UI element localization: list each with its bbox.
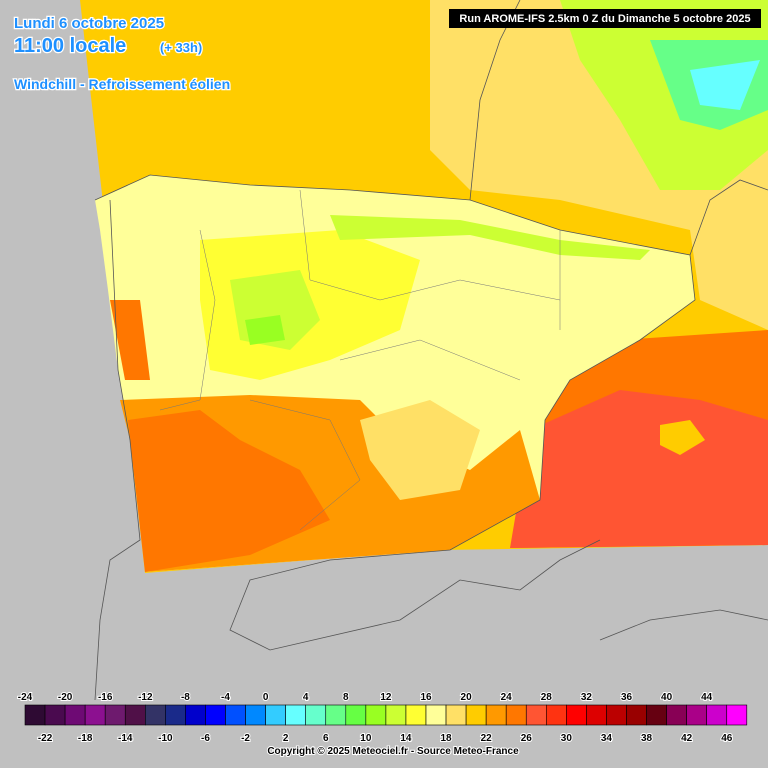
run-box (449, 9, 761, 28)
legend-label: 24 (501, 692, 513, 703)
legend-label: 14 (400, 733, 412, 744)
legend-swatch (345, 704, 367, 726)
legend-label: 2 (283, 733, 289, 744)
legend-label: 46 (721, 733, 733, 744)
legend-label: 28 (541, 692, 553, 703)
legend-label: -16 (98, 692, 113, 703)
legend-swatch (666, 704, 687, 726)
alps-coldest (690, 60, 760, 110)
legend-label: -20 (58, 692, 73, 703)
meseta-coolest (245, 315, 285, 345)
legend-label: -2 (241, 733, 250, 744)
legend-label: 12 (380, 692, 392, 703)
legend-swatch (445, 704, 467, 726)
legend-swatch (566, 704, 587, 726)
legend-label: 18 (440, 733, 452, 744)
legend-label: -18 (78, 733, 93, 744)
lead-time: (+ 33h) (160, 40, 202, 55)
legend-swatch (104, 704, 126, 726)
legend-swatch (325, 704, 347, 726)
legend-swatch (385, 704, 407, 726)
sea-southeast (510, 390, 768, 548)
legend-label: 32 (581, 692, 593, 703)
run-info: Run AROME-IFS 2.5km 0 Z du Dimanche 5 oc… (459, 13, 750, 25)
legend-swatch (626, 704, 647, 726)
legend-swatch (686, 704, 708, 726)
legend-label: 40 (661, 692, 673, 703)
legend-swatch (726, 704, 748, 726)
legend-swatch (64, 704, 86, 726)
legend-label: 38 (641, 733, 653, 744)
sierra-field (360, 400, 480, 500)
legend-swatch (485, 704, 507, 726)
legend-swatch (425, 704, 447, 726)
legend-label: 22 (481, 733, 493, 744)
legend-label: 34 (601, 733, 613, 744)
region-borders (159, 189, 561, 531)
legend-label: 0 (263, 692, 269, 703)
legend-label: 8 (343, 692, 349, 703)
legend-label: -8 (181, 692, 190, 703)
legend-swatch (545, 704, 567, 726)
legend-label: -22 (38, 733, 53, 744)
portugal-warm (110, 300, 150, 380)
legend-label: -14 (118, 733, 133, 744)
legend-swatch (205, 704, 226, 726)
legend-swatch (185, 704, 206, 726)
legend-label: 16 (420, 692, 432, 703)
mallorca (660, 420, 705, 455)
legend-swatch (24, 704, 46, 726)
legend-swatch (84, 704, 106, 726)
legend-label: 6 (323, 733, 329, 744)
legend-label: 10 (360, 733, 372, 744)
legend-swatch (225, 704, 246, 726)
legend-label: -6 (201, 733, 210, 744)
legend-swatch (646, 704, 667, 726)
legend-label: -24 (18, 692, 33, 703)
legend-swatch (706, 704, 728, 726)
legend-swatch (44, 704, 66, 726)
pyrenees-field (330, 215, 650, 260)
legend-label: 44 (701, 692, 713, 703)
legend-label: 4 (303, 692, 309, 703)
legend-label: 30 (561, 733, 573, 744)
legend-swatch (405, 704, 427, 726)
copyright: Copyright © 2025 Meteociel.fr - Source M… (267, 746, 519, 757)
legend-swatch (505, 704, 527, 726)
legend-label: -10 (158, 733, 173, 744)
legend: -24-22-20-18-16-14-12-10-8-6-4-202468101… (17, 691, 748, 745)
time: 11:00 locale (14, 35, 126, 57)
legend-swatch (525, 704, 547, 726)
legend-swatch (365, 704, 387, 726)
guadalquivir-warm (128, 410, 330, 572)
legend-swatch (145, 704, 166, 726)
coastline (94, 0, 768, 701)
legend-swatch (265, 704, 286, 726)
legend-swatch (245, 704, 266, 726)
legend-label: 42 (681, 733, 693, 744)
legend-swatch (305, 704, 327, 726)
legend-label: -4 (221, 692, 230, 703)
legend-swatch (165, 704, 186, 726)
legend-label: 20 (461, 692, 473, 703)
legend-label: 26 (521, 733, 533, 744)
legend-swatch (606, 704, 627, 726)
legend-label: 36 (621, 692, 633, 703)
date: Lundi 6 octobre 2025 (14, 15, 164, 32)
legend-swatch (586, 704, 607, 726)
legend-label: -12 (138, 692, 153, 703)
legend-swatch (124, 704, 146, 726)
parameter: Windchill - Refroissement éolien (14, 76, 230, 92)
legend-swatch (285, 704, 306, 726)
legend-swatch (465, 704, 487, 726)
